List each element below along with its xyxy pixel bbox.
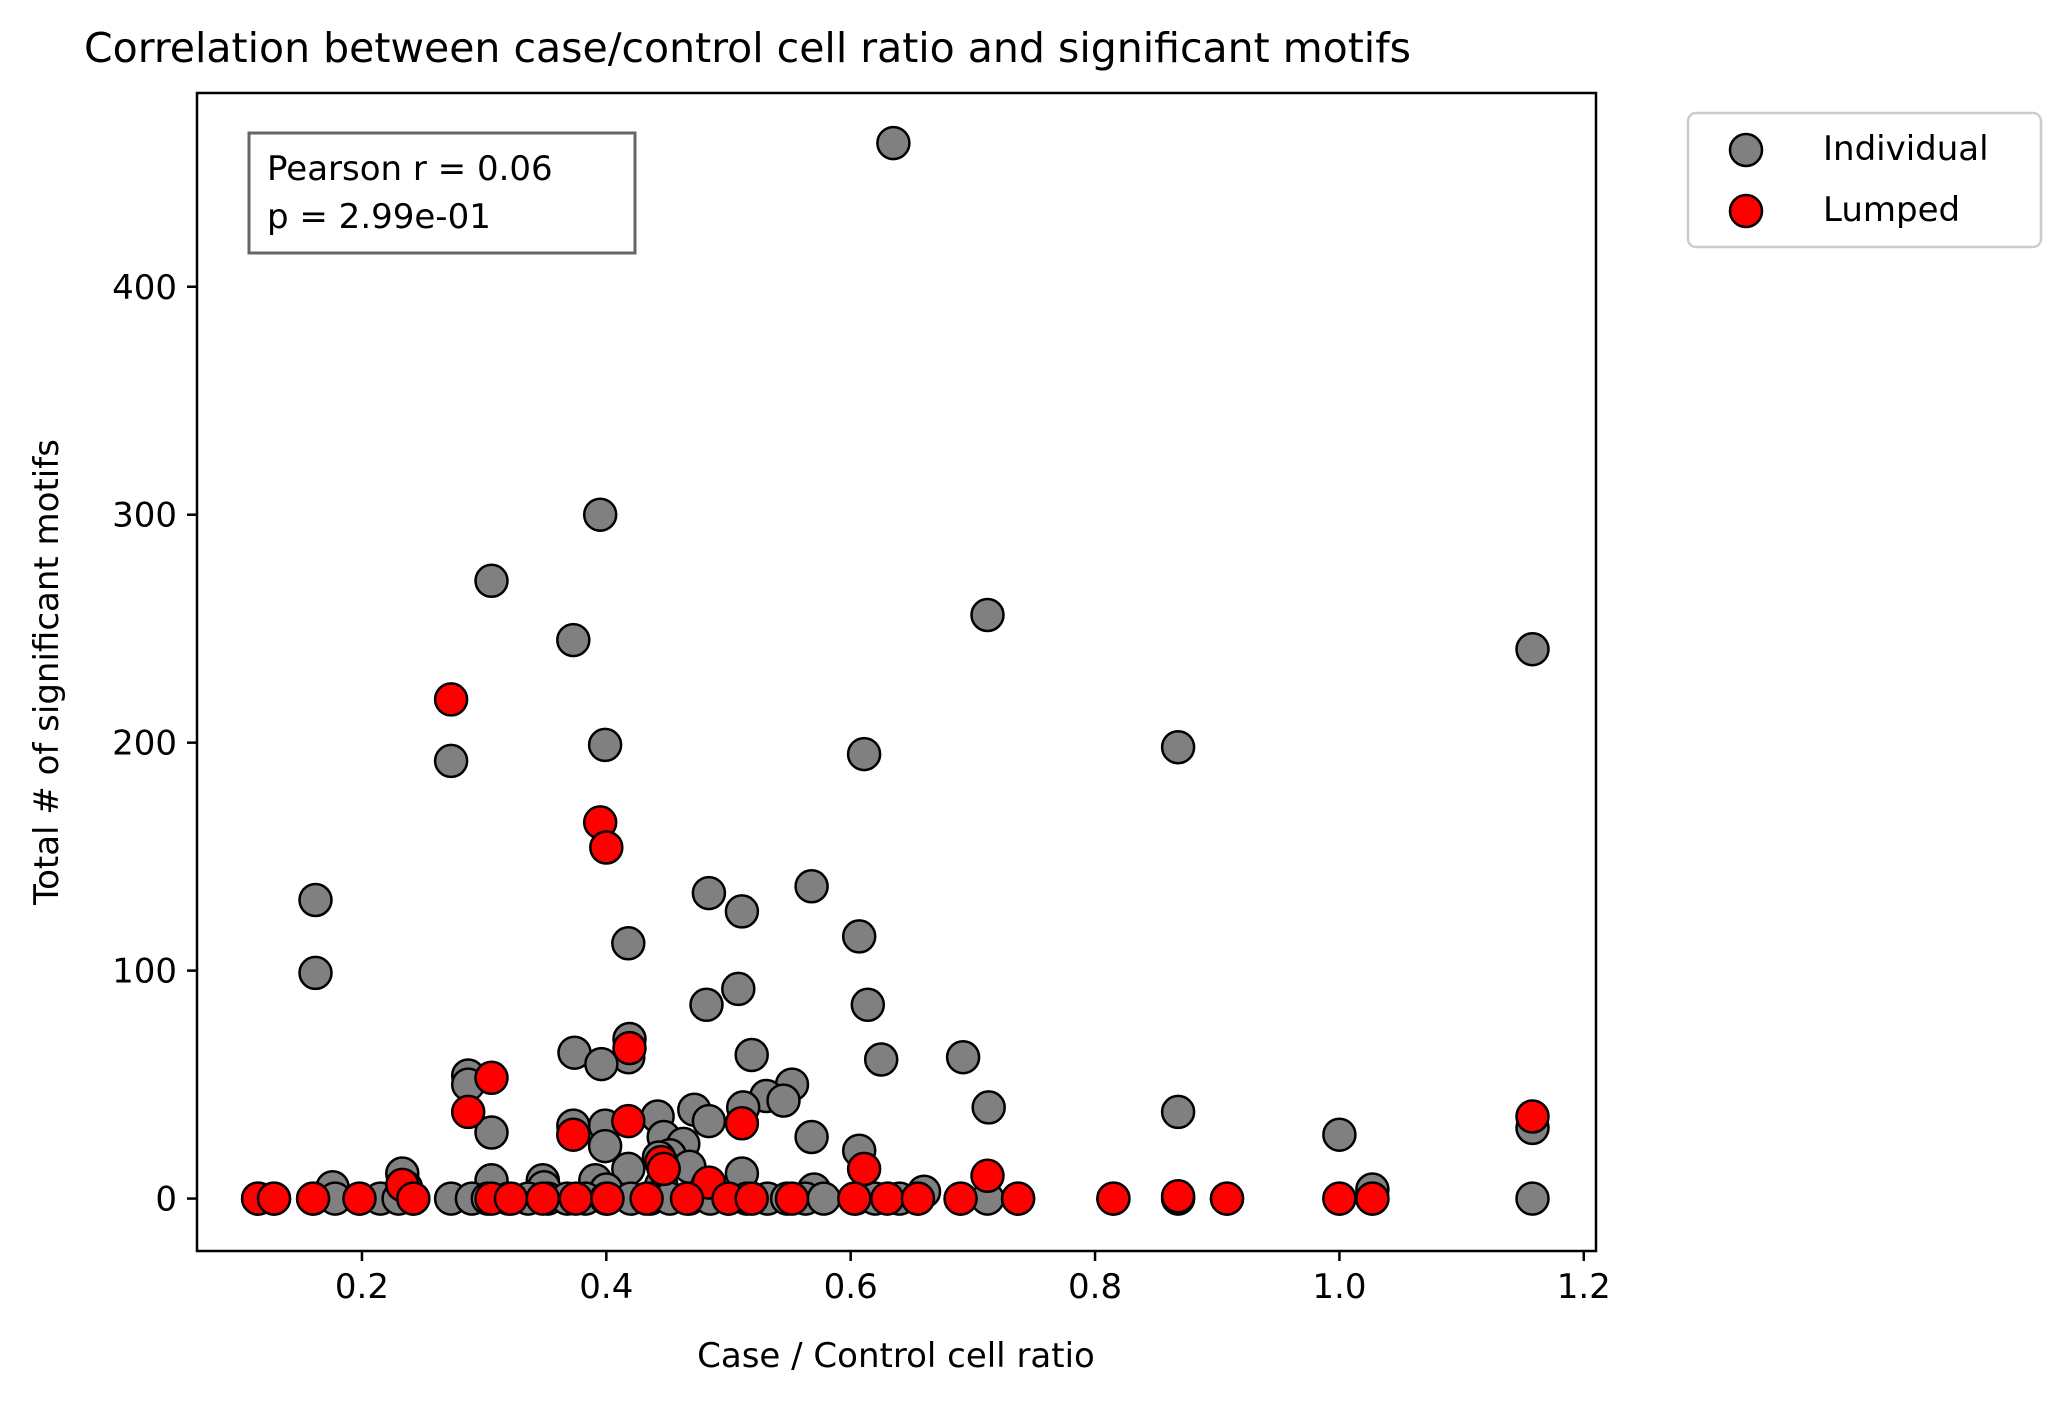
legend-marker-individual — [1728, 132, 1764, 168]
point-individual — [846, 736, 882, 772]
x-axis-label: Case / Control cell ratio — [697, 1336, 1095, 1376]
x-tick-label: 0.6 — [824, 1267, 878, 1307]
point-individual — [611, 926, 646, 961]
point-lumped — [846, 1151, 882, 1187]
point-individual — [721, 971, 756, 1007]
point-lumped — [450, 1094, 486, 1130]
point-lumped — [1096, 1181, 1131, 1216]
point-lumped — [556, 1117, 591, 1152]
legend-marker-lumped — [1728, 193, 1764, 229]
point-lumped — [558, 1181, 594, 1216]
point-lumped — [669, 1181, 705, 1216]
point-individual — [474, 563, 509, 599]
plot-area-frame — [195, 91, 1598, 1253]
point-individual — [298, 955, 333, 991]
point-individual — [1160, 729, 1196, 765]
chart-title: Correlation between case/control cell ra… — [84, 24, 1411, 72]
point-lumped — [774, 1181, 810, 1216]
point-individual — [584, 1046, 619, 1082]
point-individual — [971, 1090, 1006, 1125]
pearson-r-text: Pearson r = 0.06 — [267, 149, 553, 189]
x-tick-label: 1.0 — [1312, 1267, 1366, 1307]
point-individual — [863, 1042, 899, 1077]
point-individual — [433, 743, 469, 779]
point-lumped — [724, 1106, 760, 1141]
y-tick-label: 300 — [112, 496, 177, 536]
stats-annotation-box — [247, 131, 637, 255]
legend-label-individual: Individual — [1823, 129, 1989, 169]
point-individual — [876, 125, 911, 161]
point-individual — [474, 1115, 509, 1150]
point-lumped — [589, 830, 624, 865]
point-lumped — [525, 1181, 561, 1216]
point-lumped — [1160, 1179, 1196, 1214]
point-lumped — [1322, 1181, 1357, 1216]
point-lumped — [590, 1181, 625, 1216]
point-lumped — [629, 1181, 664, 1216]
point-lumped — [1209, 1181, 1245, 1216]
x-tick-label: 1.2 — [1557, 1267, 1611, 1307]
point-lumped — [1355, 1181, 1390, 1216]
point-lumped — [900, 1181, 936, 1216]
x-tick-label: 0.8 — [1068, 1267, 1122, 1307]
point-lumped — [734, 1181, 769, 1216]
point-lumped — [970, 1158, 1005, 1194]
point-individual — [970, 597, 1005, 633]
point-lumped — [611, 1103, 646, 1139]
point-individual — [1160, 1094, 1196, 1130]
legend-box — [1686, 111, 2043, 249]
stats-annotation: Pearson r = 0.06 p = 2.99e-01 — [247, 131, 637, 255]
point-individual — [766, 1083, 801, 1118]
point-lumped — [396, 1181, 431, 1216]
y-axis-label: Total # of significant motifs — [27, 439, 67, 906]
point-individual — [794, 869, 829, 904]
point-lumped — [433, 682, 469, 717]
point-lumped — [1000, 1181, 1036, 1216]
point-individual — [945, 1039, 981, 1075]
point-lumped — [837, 1181, 872, 1216]
y-tick-label: 100 — [112, 952, 177, 992]
point-lumped — [1515, 1099, 1550, 1134]
point-individual — [298, 882, 333, 918]
point-lumped — [943, 1181, 978, 1216]
point-individual — [850, 987, 886, 1023]
point-individual — [724, 894, 760, 929]
legend-label-lumped: Lumped — [1823, 190, 1960, 230]
point-individual — [556, 622, 591, 658]
point-individual — [691, 1103, 727, 1139]
point-individual — [806, 1181, 842, 1216]
point-lumped — [493, 1181, 529, 1216]
point-individual — [1515, 1181, 1550, 1216]
point-individual — [689, 987, 724, 1023]
point-lumped — [646, 1151, 681, 1187]
y-tick-label: 400 — [112, 268, 177, 308]
point-lumped — [256, 1181, 292, 1216]
x-tick-label: 0.2 — [335, 1267, 389, 1307]
y-tick-label: 0 — [155, 1180, 177, 1220]
points-layer — [240, 125, 1550, 1216]
point-individual — [691, 875, 727, 911]
point-individual — [794, 1119, 829, 1155]
y-tick-label: 200 — [112, 724, 177, 764]
point-individual — [841, 919, 877, 954]
point-lumped — [612, 1030, 647, 1066]
legend: Individual Lumped — [1686, 111, 2043, 249]
axes-layer: 0.2 0.4 0.6 0.8 1.0 1.2 0 100 200 300 400 — [112, 268, 1611, 1307]
point-lumped — [474, 1060, 509, 1096]
point-individual — [1322, 1117, 1357, 1152]
point-individual — [582, 497, 618, 532]
point-lumped — [295, 1181, 331, 1216]
point-individual — [1515, 631, 1550, 667]
x-tick-label: 0.4 — [579, 1267, 633, 1307]
point-lumped — [870, 1181, 905, 1216]
point-lumped — [342, 1181, 377, 1216]
point-individual — [587, 727, 623, 763]
point-individual — [587, 1128, 623, 1164]
p-value-text: p = 2.99e-01 — [267, 197, 491, 237]
point-individual — [734, 1037, 769, 1073]
